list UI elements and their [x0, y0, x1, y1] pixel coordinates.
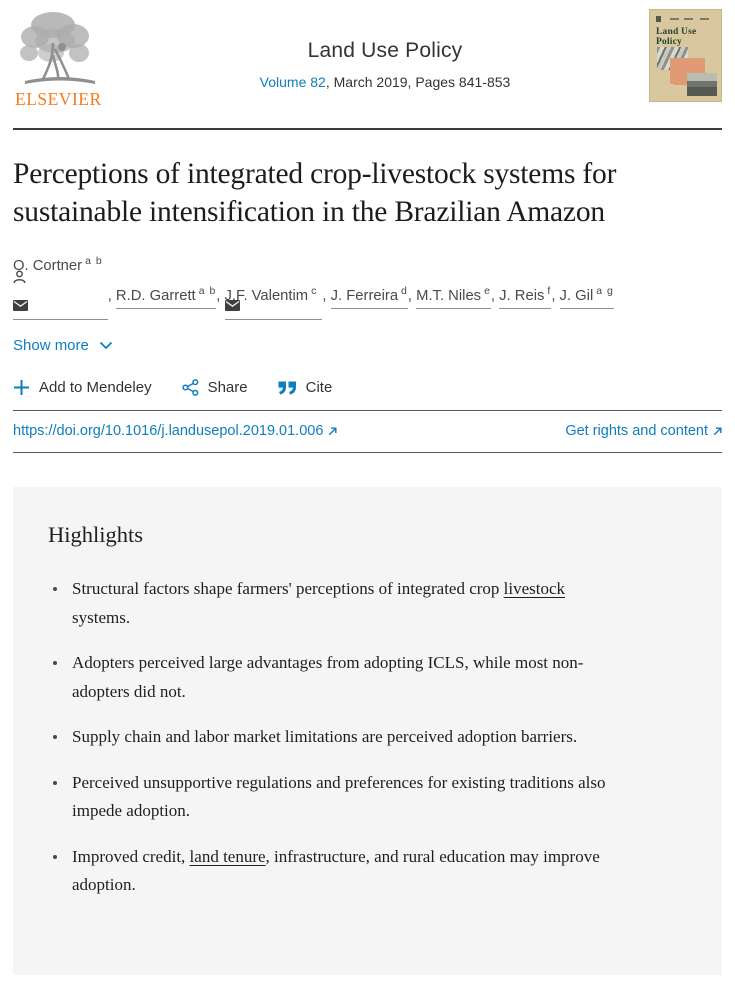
envelope-icon [224, 300, 323, 311]
elsevier-tree-icon [20, 12, 95, 84]
doi-divider [13, 452, 722, 453]
cover-title: Land Use Policy [656, 27, 697, 47]
cover-photo-3 [687, 73, 717, 96]
author-ferreira[interactable]: J. Ferreira d [330, 285, 408, 309]
arrow-up-right-icon [328, 427, 337, 436]
journal-banner: ELSEVIER Land Use Policy Volume 82, Marc… [13, 0, 722, 114]
cite-label: Cite [305, 379, 333, 396]
topic-link-land-tenure[interactable]: land tenure [189, 846, 266, 866]
author-affiliation-sup: e [484, 285, 491, 297]
get-rights-link[interactable]: Get rights and content [565, 423, 722, 439]
chevron-down-icon [99, 341, 113, 350]
arrow-up-right-icon [713, 427, 722, 436]
author-affiliation-sup: f [547, 285, 552, 297]
author-gil[interactable]: J. Gil a g [559, 285, 614, 309]
plus-icon [13, 379, 30, 396]
highlights-heading: Highlights [48, 522, 144, 547]
highlight-item: Improved credit, land tenure, infrastruc… [48, 843, 608, 900]
topic-link-livestock[interactable]: livestock [503, 579, 566, 598]
highlights-section: Highlights Structural factors shape farm… [13, 487, 722, 975]
author-affiliation-sup: a b [198, 285, 217, 297]
elsevier-logo[interactable]: ELSEVIER [13, 9, 121, 110]
highlights-list: Structural factors shape farmers' percep… [48, 575, 608, 900]
elsevier-wordmark: ELSEVIER [15, 89, 102, 109]
show-more-button[interactable]: Show more [13, 337, 113, 354]
doi-link[interactable]: https://doi.org/10.1016/j.landusepol.201… [13, 423, 337, 439]
author-affiliation-sup: d [401, 285, 408, 297]
show-more-label: Show more [13, 337, 89, 354]
highlight-item: Perceived unsupportive regulations and p… [48, 769, 608, 826]
actions-divider [13, 410, 722, 411]
action-bar: Add to Mendeley Share Cite [13, 379, 722, 396]
add-to-mendeley-button[interactable]: Add to Mendeley [13, 379, 152, 396]
author-reis[interactable]: J. Reis f [499, 285, 552, 309]
doi-link-text: https://doi.org/10.1016/j.landusepol.201… [13, 423, 324, 439]
doi-row: https://doi.org/10.1016/j.landusepol.201… [13, 411, 722, 452]
envelope-icon [13, 300, 108, 311]
get-rights-label: Get rights and content [565, 423, 708, 439]
share-button[interactable]: Share [181, 379, 248, 396]
issue-line: Volume 82, March 2019, Pages 841-853 [121, 74, 649, 90]
author-garrett[interactable]: R.D. Garrett a b [115, 285, 217, 309]
person-icon [13, 270, 108, 284]
share-nodes-icon [181, 379, 199, 396]
article-title: Perceptions of integrated crop-livestock… [13, 158, 617, 228]
cite-button[interactable]: Cite [278, 379, 333, 396]
author-affiliation-sup: a g [596, 285, 614, 297]
add-to-mendeley-label: Add to Mendeley [39, 379, 152, 396]
article-page: ELSEVIER Land Use Policy Volume 82, Marc… [13, 0, 722, 975]
journal-title-link[interactable]: Land Use Policy [307, 39, 463, 62]
journal-cover-thumbnail[interactable]: Land Use Policy [649, 9, 722, 102]
share-label: Share [207, 379, 248, 396]
issue-rest: , March 2019, Pages 841-853 [325, 74, 511, 90]
cover-masthead [656, 16, 715, 22]
banner-center: Land Use Policy Volume 82, March 2019, P… [121, 9, 649, 90]
header-divider [13, 128, 722, 130]
author-valentim[interactable]: J.F. Valentim c [224, 285, 323, 320]
highlight-item: Supply chain and labor market limitation… [48, 723, 608, 752]
author-niles[interactable]: M.T. Niles e [416, 285, 491, 309]
author-cortner[interactable]: O. Cortner a b [13, 255, 108, 320]
author-affiliation-sup: a b [85, 255, 103, 267]
double-quote-icon [278, 381, 297, 395]
highlight-item: Adopters perceived large advantages from… [48, 649, 608, 706]
author-affiliation-sup: c [311, 285, 318, 297]
highlight-item: Structural factors shape farmers' percep… [48, 575, 608, 632]
volume-link[interactable]: Volume 82 [259, 74, 326, 90]
